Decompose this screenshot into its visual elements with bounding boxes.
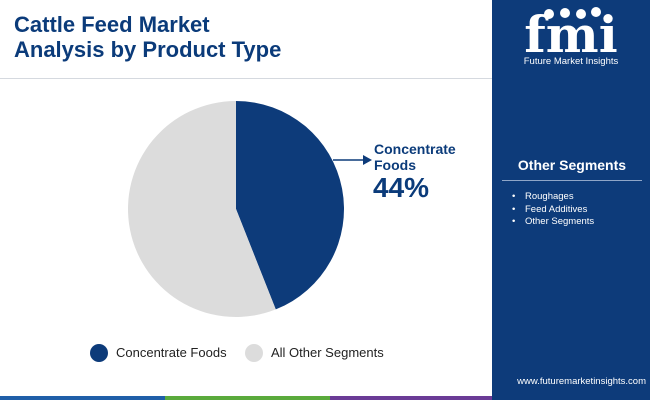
bottom-bar-green <box>165 396 330 400</box>
bottom-bar-purple <box>330 396 492 400</box>
list-item: • Feed Additives <box>512 204 594 217</box>
legend-swatch-all-other-segments <box>245 344 263 362</box>
logo-dot-icon <box>560 8 570 18</box>
logo-dot-icon <box>591 7 601 17</box>
page-title: Cattle Feed Market Analysis by Product T… <box>14 12 484 62</box>
other-segments-list: • Roughages • Feed Additives • Other Segmen… <box>512 191 594 229</box>
sidebar-panel: fmi Future Market Insights Other Segment… <box>492 0 650 400</box>
list-item-label: Other Segments <box>525 216 595 227</box>
list-item: • Other Segments <box>512 216 594 229</box>
list-item-label: Feed Additives <box>525 203 588 215</box>
fmi-logo-mark: fmi <box>524 5 617 64</box>
bullet-icon: • <box>512 203 516 215</box>
other-segments-header: Other Segments <box>502 150 642 181</box>
fmi-logo-letters: fmi <box>524 5 617 58</box>
page-title-line-2: Analysis by Product Type <box>14 37 282 62</box>
pie-chart <box>128 101 372 317</box>
legend-label-concentrate-foods: Concentrate Foods <box>116 345 227 360</box>
callout-value: 44% <box>373 172 430 203</box>
callout-label: Concentrate Foods <box>374 141 456 173</box>
pie-slices <box>128 101 344 317</box>
pie-slice-concentrate-foods <box>236 101 344 310</box>
fmi-logo-caption: Future Market Insights <box>523 56 619 67</box>
logo-dot-icon <box>544 9 554 19</box>
pie-slice-all-other-segments <box>128 101 276 317</box>
page-title-line-1: Cattle Feed Market <box>14 12 210 37</box>
bullet-icon: • <box>512 216 516 227</box>
fmi-logo: fmi Future Market Insights <box>492 0 650 75</box>
legend-swatch-concentrate-foods <box>90 344 108 362</box>
legend-label-all-other-segments: All Other Segments <box>271 345 384 360</box>
logo-dot-icon <box>576 9 586 19</box>
list-item-label: Roughages <box>525 191 574 202</box>
callout-label-line-1: Concentrate <box>374 141 456 157</box>
website-url[interactable]: www.futuremarketinsights.com <box>517 376 646 387</box>
callout-label-line-2: Foods <box>374 157 416 173</box>
bottom-bar-blue <box>0 396 165 400</box>
header-divider <box>0 78 492 79</box>
other-segments-title: Other Segments <box>517 157 627 173</box>
callout-arrow-head <box>363 155 372 165</box>
bullet-icon: • <box>512 191 516 202</box>
list-item: • Roughages <box>512 191 594 204</box>
